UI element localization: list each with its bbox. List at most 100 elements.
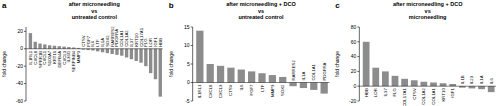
bar bbox=[96, 49, 99, 52]
category-label: COL1A1 bbox=[431, 88, 436, 105]
title-line: untreated control bbox=[72, 14, 118, 20]
category-label: IL37 bbox=[383, 88, 388, 97]
bar bbox=[411, 80, 418, 86]
bar bbox=[67, 47, 70, 49]
y-label: fold change bbox=[168, 51, 174, 77]
y-tick bbox=[357, 27, 359, 28]
category-label: PDGFRA bbox=[322, 62, 327, 80]
y-tick-label: 10 bbox=[184, 42, 190, 48]
y-tick-label: -40 bbox=[16, 80, 23, 86]
y-tick-label: 0 bbox=[354, 83, 357, 89]
y-tick-label: -60 bbox=[16, 98, 23, 104]
bar bbox=[154, 49, 157, 79]
category-label: COL17A1 bbox=[402, 88, 407, 106]
bars bbox=[196, 31, 328, 94]
bar bbox=[43, 44, 46, 48]
y-tick-label: -5 bbox=[185, 98, 190, 104]
y-tick bbox=[24, 31, 26, 32]
bar bbox=[449, 84, 456, 86]
bar bbox=[106, 49, 109, 53]
zero-line bbox=[359, 86, 496, 87]
bar bbox=[478, 86, 485, 89]
y-tick bbox=[24, 48, 26, 49]
title-line: untreated control bbox=[238, 14, 284, 20]
bar bbox=[420, 82, 427, 86]
category-label: IL1A bbox=[301, 72, 306, 81]
bar bbox=[139, 49, 142, 63]
panel-letter: a bbox=[2, 1, 7, 10]
y-label: fold change bbox=[334, 51, 340, 77]
y-tick bbox=[357, 56, 359, 57]
bar bbox=[196, 31, 203, 83]
y-tick bbox=[191, 64, 193, 65]
bar bbox=[130, 49, 133, 59]
bar bbox=[430, 83, 437, 87]
bar bbox=[488, 86, 495, 92]
bar bbox=[48, 45, 51, 48]
bar bbox=[392, 76, 399, 86]
bar bbox=[115, 49, 118, 55]
panel: c after microneedling + DCOvsmicroneedlin… bbox=[334, 1, 496, 106]
bar bbox=[58, 46, 61, 49]
title-line: after microneedling + DCO bbox=[393, 1, 463, 7]
category-label: FGF7 bbox=[249, 84, 254, 96]
category-label: MMP3 bbox=[270, 84, 275, 97]
y-axis bbox=[26, 27, 27, 101]
y-tick-label: 0 bbox=[20, 45, 23, 51]
category-label: IL6 bbox=[239, 84, 244, 91]
category-label: LTF bbox=[260, 84, 265, 92]
category-label: LOR bbox=[373, 88, 378, 97]
y-tick-label: 0 bbox=[187, 79, 190, 85]
category-label: KRT10 bbox=[441, 88, 446, 102]
panel: bafter microneedling + DCOvsuntreated co… bbox=[168, 1, 330, 104]
category-label: IGF1 bbox=[450, 88, 455, 98]
bar bbox=[110, 49, 113, 54]
title-line: after microneedling + DCO bbox=[226, 1, 296, 7]
y-tick-label: 20 bbox=[17, 28, 23, 34]
category-label: CXCL3 bbox=[218, 84, 223, 98]
y-tick bbox=[357, 86, 359, 87]
y-tick-label: 15 bbox=[184, 24, 190, 30]
y-tick bbox=[191, 27, 193, 28]
y-tick bbox=[357, 41, 359, 42]
title-line: microneedling bbox=[409, 14, 447, 20]
bar bbox=[91, 49, 94, 51]
bar bbox=[363, 42, 370, 86]
bar bbox=[207, 64, 214, 83]
bar bbox=[382, 71, 389, 86]
y-axis bbox=[359, 27, 360, 101]
y-tick-label: -20 bbox=[349, 98, 356, 104]
bar bbox=[321, 83, 328, 94]
bar bbox=[258, 73, 265, 82]
bar bbox=[269, 75, 276, 82]
y-tick bbox=[24, 83, 26, 84]
y-tick bbox=[191, 82, 193, 83]
category-label: IL1RL1 bbox=[197, 84, 202, 98]
title-line: vs bbox=[425, 8, 431, 14]
panel: aafter microneedlingvsuntreated controlf… bbox=[1, 1, 163, 104]
bar bbox=[401, 79, 408, 86]
bar bbox=[310, 83, 317, 90]
title-line: vs bbox=[258, 8, 264, 14]
bar bbox=[372, 68, 379, 87]
bar bbox=[38, 44, 41, 49]
y-tick-label: 5 bbox=[187, 61, 190, 67]
title: after microneedling + DCOvsmicroneedling bbox=[393, 1, 463, 20]
bar bbox=[101, 49, 104, 52]
panel-letter: c bbox=[335, 1, 340, 10]
figure: aafter microneedlingvsuntreated controlf… bbox=[0, 0, 500, 106]
bar bbox=[62, 47, 65, 49]
bar bbox=[238, 70, 245, 83]
category-label: RARRES2 bbox=[291, 60, 296, 81]
y-tick-label: 60 bbox=[351, 39, 357, 45]
bar bbox=[217, 66, 224, 83]
bar bbox=[248, 71, 255, 82]
category-label: FLG bbox=[393, 88, 398, 97]
bar bbox=[144, 49, 147, 66]
title-line: vs bbox=[91, 8, 97, 14]
y-tick-label: 40 bbox=[351, 53, 357, 59]
y-tick bbox=[191, 101, 193, 102]
category-label: HBB bbox=[158, 38, 163, 47]
category-label: HBB bbox=[364, 88, 369, 97]
category-label: MMP3 bbox=[76, 50, 81, 63]
